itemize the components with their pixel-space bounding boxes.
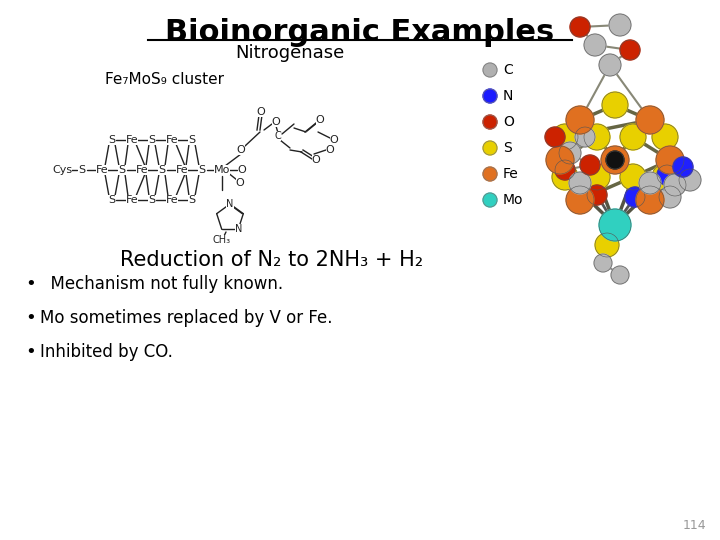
Circle shape [639,172,661,194]
Circle shape [679,169,701,191]
Text: Reduction of N₂ to 2NH₃ + H₂: Reduction of N₂ to 2NH₃ + H₂ [120,250,423,270]
Text: O: O [325,145,334,155]
Text: •: • [25,343,36,361]
Circle shape [552,124,578,150]
Circle shape [559,142,581,164]
Circle shape [483,63,497,77]
Circle shape [575,127,595,147]
Circle shape [483,193,497,207]
Text: O: O [330,135,338,145]
Circle shape [636,186,664,214]
Text: C: C [274,131,282,141]
Circle shape [609,14,631,36]
Circle shape [656,146,684,174]
Circle shape [602,92,628,118]
Circle shape [652,164,678,190]
Circle shape [580,155,600,175]
Circle shape [657,165,677,185]
Circle shape [620,124,646,150]
Text: O: O [256,107,266,117]
Circle shape [659,186,681,208]
Circle shape [546,146,574,174]
Text: Fe: Fe [166,195,179,205]
Circle shape [673,157,693,177]
Text: O: O [238,165,246,175]
Text: Fe₇MoS₉ cluster: Fe₇MoS₉ cluster [105,72,224,87]
Text: Fe: Fe [126,195,138,205]
Text: S: S [109,195,116,205]
Text: Fe: Fe [126,135,138,145]
Text: CH₃: CH₃ [213,235,231,245]
Text: Mo sometimes replaced by V or Fe.: Mo sometimes replaced by V or Fe. [40,309,333,327]
Text: S: S [148,135,156,145]
Circle shape [620,164,646,190]
Circle shape [599,54,621,76]
Circle shape [594,254,612,272]
Text: O: O [312,155,320,165]
Text: S: S [109,135,116,145]
Text: S: S [148,195,156,205]
Text: •: • [25,309,36,327]
Text: O: O [503,115,514,129]
Text: S: S [189,135,196,145]
Circle shape [601,146,629,174]
Circle shape [606,151,624,169]
Text: N: N [503,89,513,103]
Text: Fe: Fe [96,165,108,175]
Circle shape [555,160,575,180]
Text: S: S [199,165,206,175]
Text: •: • [25,275,36,293]
Text: O: O [315,115,325,125]
Text: N: N [235,224,242,234]
Circle shape [570,17,590,37]
Circle shape [620,40,640,60]
Text: S: S [503,141,512,155]
Circle shape [552,164,578,190]
Text: S: S [158,165,166,175]
Text: Bioinorganic Examples: Bioinorganic Examples [166,18,554,47]
Text: Mo: Mo [214,165,230,175]
Circle shape [584,34,606,56]
Circle shape [584,164,610,190]
Text: Fe: Fe [503,167,518,181]
Circle shape [599,209,631,241]
Circle shape [569,172,591,194]
Text: O: O [237,145,246,155]
Circle shape [566,106,594,134]
Text: Inhibited by CO.: Inhibited by CO. [40,343,173,361]
Circle shape [545,127,565,147]
Text: S: S [78,165,86,175]
Text: Mechanism not fully known.: Mechanism not fully known. [40,275,283,293]
Text: C: C [503,63,513,77]
Text: S: S [118,165,125,175]
Text: Nitrogenase: Nitrogenase [235,44,345,62]
Text: N: N [226,199,234,209]
Circle shape [483,89,497,103]
Circle shape [483,141,497,155]
Text: 114: 114 [683,519,706,532]
Circle shape [483,115,497,129]
Text: Fe: Fe [135,165,148,175]
Text: Cys: Cys [52,165,72,175]
Circle shape [625,187,645,207]
Circle shape [483,167,497,181]
Circle shape [566,186,594,214]
Text: S: S [189,195,196,205]
Circle shape [652,124,678,150]
Text: Mo: Mo [503,193,523,207]
Text: O: O [271,117,280,127]
Circle shape [636,106,664,134]
Text: Fe: Fe [166,135,179,145]
Circle shape [611,266,629,284]
Circle shape [584,124,610,150]
Text: Fe: Fe [176,165,189,175]
Circle shape [664,174,686,196]
Circle shape [595,233,619,257]
Circle shape [587,185,607,205]
Text: O: O [235,178,244,188]
